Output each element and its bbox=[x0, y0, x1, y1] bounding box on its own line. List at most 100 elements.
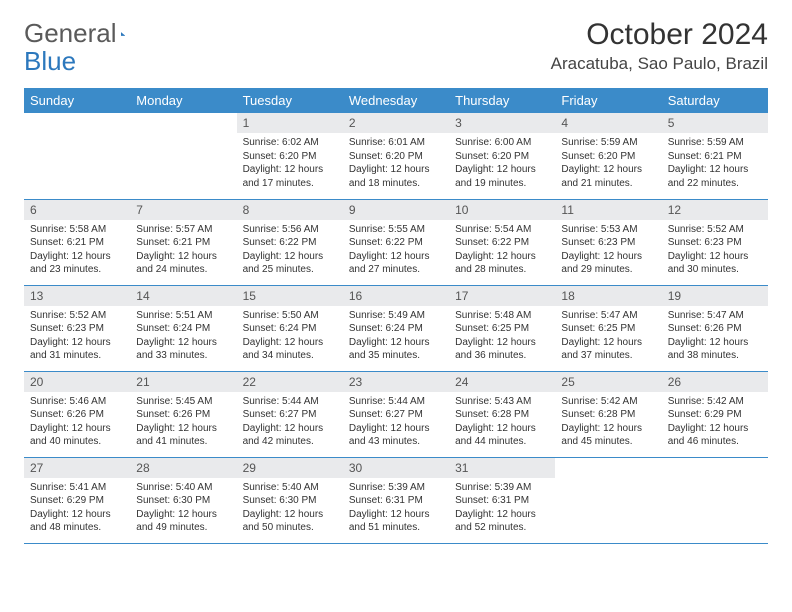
daylight-line1: Daylight: 12 hours bbox=[30, 250, 124, 264]
day-number: 30 bbox=[343, 458, 449, 478]
daylight-line1: Daylight: 12 hours bbox=[30, 336, 124, 350]
daylight-line1: Daylight: 12 hours bbox=[668, 422, 762, 436]
calendar-day-cell: 1Sunrise: 6:02 AMSunset: 6:20 PMDaylight… bbox=[237, 113, 343, 199]
day-number: 8 bbox=[237, 200, 343, 220]
day-details: Sunrise: 5:39 AMSunset: 6:31 PMDaylight:… bbox=[343, 478, 449, 539]
sunset-line: Sunset: 6:30 PM bbox=[136, 494, 230, 508]
daylight-line2: and 22 minutes. bbox=[668, 177, 762, 191]
daylight-line1: Daylight: 12 hours bbox=[136, 250, 230, 264]
daylight-line1: Daylight: 12 hours bbox=[30, 508, 124, 522]
daylight-line2: and 19 minutes. bbox=[455, 177, 549, 191]
daylight-line2: and 25 minutes. bbox=[243, 263, 337, 277]
sunrise-line: Sunrise: 5:50 AM bbox=[243, 309, 337, 323]
sunrise-line: Sunrise: 5:39 AM bbox=[349, 481, 443, 495]
sunset-line: Sunset: 6:23 PM bbox=[561, 236, 655, 250]
day-number: 22 bbox=[237, 372, 343, 392]
calendar-week-row: 20Sunrise: 5:46 AMSunset: 6:26 PMDayligh… bbox=[24, 371, 768, 457]
day-number: 2 bbox=[343, 113, 449, 133]
sunset-line: Sunset: 6:25 PM bbox=[455, 322, 549, 336]
daylight-line2: and 31 minutes. bbox=[30, 349, 124, 363]
day-number: 12 bbox=[662, 200, 768, 220]
daylight-line1: Daylight: 12 hours bbox=[136, 422, 230, 436]
sunrise-line: Sunrise: 5:40 AM bbox=[243, 481, 337, 495]
daylight-line1: Daylight: 12 hours bbox=[561, 163, 655, 177]
day-details: Sunrise: 5:46 AMSunset: 6:26 PMDaylight:… bbox=[24, 392, 130, 453]
calendar-day-cell: 5Sunrise: 5:59 AMSunset: 6:21 PMDaylight… bbox=[662, 113, 768, 199]
calendar-week-row: 13Sunrise: 5:52 AMSunset: 6:23 PMDayligh… bbox=[24, 285, 768, 371]
calendar-week-row: 27Sunrise: 5:41 AMSunset: 6:29 PMDayligh… bbox=[24, 457, 768, 543]
daylight-line2: and 40 minutes. bbox=[30, 435, 124, 449]
day-details: Sunrise: 5:39 AMSunset: 6:31 PMDaylight:… bbox=[449, 478, 555, 539]
daylight-line2: and 30 minutes. bbox=[668, 263, 762, 277]
header: General October 2024 Aracatuba, Sao Paul… bbox=[24, 18, 768, 74]
daylight-line1: Daylight: 12 hours bbox=[349, 336, 443, 350]
day-number: 18 bbox=[555, 286, 661, 306]
daylight-line1: Daylight: 12 hours bbox=[243, 163, 337, 177]
calendar-day-cell: 10Sunrise: 5:54 AMSunset: 6:22 PMDayligh… bbox=[449, 199, 555, 285]
daylight-line1: Daylight: 12 hours bbox=[455, 422, 549, 436]
sunset-line: Sunset: 6:21 PM bbox=[136, 236, 230, 250]
calendar-day-cell: 31Sunrise: 5:39 AMSunset: 6:31 PMDayligh… bbox=[449, 457, 555, 543]
calendar-day-cell: 12Sunrise: 5:52 AMSunset: 6:23 PMDayligh… bbox=[662, 199, 768, 285]
sunrise-line: Sunrise: 6:02 AM bbox=[243, 136, 337, 150]
logo-triangle-icon bbox=[121, 23, 126, 45]
daylight-line2: and 42 minutes. bbox=[243, 435, 337, 449]
day-details: Sunrise: 5:43 AMSunset: 6:28 PMDaylight:… bbox=[449, 392, 555, 453]
calendar: Sunday Monday Tuesday Wednesday Thursday… bbox=[24, 88, 768, 544]
daylight-line1: Daylight: 12 hours bbox=[668, 163, 762, 177]
sunset-line: Sunset: 6:24 PM bbox=[243, 322, 337, 336]
weekday-row: Sunday Monday Tuesday Wednesday Thursday… bbox=[24, 88, 768, 113]
day-details: Sunrise: 5:45 AMSunset: 6:26 PMDaylight:… bbox=[130, 392, 236, 453]
weekday-tuesday: Tuesday bbox=[237, 88, 343, 113]
calendar-header: Sunday Monday Tuesday Wednesday Thursday… bbox=[24, 88, 768, 113]
logo: General bbox=[24, 18, 147, 49]
daylight-line1: Daylight: 12 hours bbox=[243, 336, 337, 350]
sunrise-line: Sunrise: 5:59 AM bbox=[668, 136, 762, 150]
calendar-day-cell: 4Sunrise: 5:59 AMSunset: 6:20 PMDaylight… bbox=[555, 113, 661, 199]
calendar-day-cell: 25Sunrise: 5:42 AMSunset: 6:28 PMDayligh… bbox=[555, 371, 661, 457]
daylight-line2: and 27 minutes. bbox=[349, 263, 443, 277]
sunrise-line: Sunrise: 6:00 AM bbox=[455, 136, 549, 150]
daylight-line2: and 49 minutes. bbox=[136, 521, 230, 535]
daylight-line1: Daylight: 12 hours bbox=[136, 508, 230, 522]
daylight-line1: Daylight: 12 hours bbox=[243, 422, 337, 436]
daylight-line1: Daylight: 12 hours bbox=[243, 508, 337, 522]
sunset-line: Sunset: 6:20 PM bbox=[561, 150, 655, 164]
sunset-line: Sunset: 6:22 PM bbox=[455, 236, 549, 250]
logo-text-left: General bbox=[24, 18, 117, 49]
sunset-line: Sunset: 6:26 PM bbox=[668, 322, 762, 336]
day-details: Sunrise: 5:55 AMSunset: 6:22 PMDaylight:… bbox=[343, 220, 449, 281]
sunset-line: Sunset: 6:24 PM bbox=[136, 322, 230, 336]
day-details: Sunrise: 5:51 AMSunset: 6:24 PMDaylight:… bbox=[130, 306, 236, 367]
sunset-line: Sunset: 6:25 PM bbox=[561, 322, 655, 336]
daylight-line1: Daylight: 12 hours bbox=[561, 250, 655, 264]
day-number: 19 bbox=[662, 286, 768, 306]
calendar-day-cell: 17Sunrise: 5:48 AMSunset: 6:25 PMDayligh… bbox=[449, 285, 555, 371]
daylight-line1: Daylight: 12 hours bbox=[349, 250, 443, 264]
location: Aracatuba, Sao Paulo, Brazil bbox=[551, 54, 768, 74]
sunrise-line: Sunrise: 5:51 AM bbox=[136, 309, 230, 323]
day-number: 27 bbox=[24, 458, 130, 478]
calendar-day-cell: 3Sunrise: 6:00 AMSunset: 6:20 PMDaylight… bbox=[449, 113, 555, 199]
sunrise-line: Sunrise: 5:58 AM bbox=[30, 223, 124, 237]
daylight-line1: Daylight: 12 hours bbox=[30, 422, 124, 436]
day-details: Sunrise: 5:47 AMSunset: 6:25 PMDaylight:… bbox=[555, 306, 661, 367]
weekday-wednesday: Wednesday bbox=[343, 88, 449, 113]
day-details: Sunrise: 5:59 AMSunset: 6:20 PMDaylight:… bbox=[555, 133, 661, 194]
daylight-line2: and 38 minutes. bbox=[668, 349, 762, 363]
day-details: Sunrise: 5:57 AMSunset: 6:21 PMDaylight:… bbox=[130, 220, 236, 281]
sunset-line: Sunset: 6:27 PM bbox=[243, 408, 337, 422]
day-details: Sunrise: 5:52 AMSunset: 6:23 PMDaylight:… bbox=[24, 306, 130, 367]
daylight-line1: Daylight: 12 hours bbox=[455, 336, 549, 350]
daylight-line2: and 50 minutes. bbox=[243, 521, 337, 535]
weekday-saturday: Saturday bbox=[662, 88, 768, 113]
daylight-line2: and 44 minutes. bbox=[455, 435, 549, 449]
day-number: 1 bbox=[237, 113, 343, 133]
calendar-day-cell: 20Sunrise: 5:46 AMSunset: 6:26 PMDayligh… bbox=[24, 371, 130, 457]
sunrise-line: Sunrise: 5:48 AM bbox=[455, 309, 549, 323]
daylight-line1: Daylight: 12 hours bbox=[668, 336, 762, 350]
sunset-line: Sunset: 6:22 PM bbox=[243, 236, 337, 250]
daylight-line2: and 51 minutes. bbox=[349, 521, 443, 535]
day-number: 13 bbox=[24, 286, 130, 306]
sunrise-line: Sunrise: 5:44 AM bbox=[349, 395, 443, 409]
